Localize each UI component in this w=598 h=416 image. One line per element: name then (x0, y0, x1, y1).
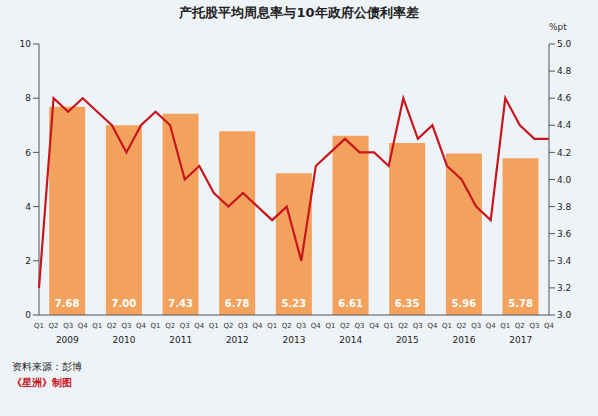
svg-text:2015: 2015 (396, 335, 419, 345)
svg-text:4.8: 4.8 (557, 66, 572, 76)
svg-text:Q1: Q1 (34, 322, 44, 330)
svg-text:Q4: Q4 (194, 322, 205, 330)
svg-text:3.8: 3.8 (557, 202, 572, 212)
svg-text:5.96: 5.96 (452, 298, 477, 309)
svg-text:Q1: Q1 (92, 322, 102, 330)
svg-text:Q3: Q3 (471, 322, 481, 330)
html-text:产托股平均周息率与10年政府公债利率差: 产托股平均周息率与10年政府公债利率差 (179, 5, 419, 20)
svg-text:4: 4 (25, 202, 31, 212)
svg-text:0: 0 (25, 310, 31, 320)
svg-text:7.68: 7.68 (55, 298, 80, 309)
svg-text:8: 8 (25, 93, 31, 103)
svg-text:Q4: Q4 (311, 322, 322, 330)
svg-text:Q4: Q4 (544, 322, 555, 330)
svg-text:Q3: Q3 (529, 322, 539, 330)
svg-text:Q4: Q4 (78, 322, 89, 330)
svg-text:4.4: 4.4 (557, 120, 572, 130)
svg-text:Q2: Q2 (49, 322, 59, 330)
svg-text:4.6: 4.6 (557, 93, 572, 103)
svg-text:7.00: 7.00 (112, 298, 137, 309)
svg-text:Q4: Q4 (427, 322, 438, 330)
svg-text:2014: 2014 (339, 335, 362, 345)
svg-text:Q4: Q4 (486, 322, 497, 330)
svg-text:Q1: Q1 (384, 322, 394, 330)
svg-text:Q3: Q3 (296, 322, 306, 330)
svg-text:Q2: Q2 (398, 322, 408, 330)
svg-text:Q3: Q3 (355, 322, 365, 330)
svg-text:Q1: Q1 (442, 322, 452, 330)
svg-text:Q1: Q1 (267, 322, 277, 330)
svg-text:Q3: Q3 (413, 322, 423, 330)
html-text:资料来源：彭博: 资料来源：彭博 (12, 361, 82, 372)
html-text:%pt: %pt (549, 22, 567, 32)
svg-text:2016: 2016 (453, 335, 476, 345)
svg-text:5.23: 5.23 (282, 298, 307, 309)
svg-text:Q3: Q3 (180, 322, 190, 330)
svg-text:2012: 2012 (226, 335, 249, 345)
svg-text:6.35: 6.35 (395, 298, 420, 309)
svg-text:Q3: Q3 (238, 322, 248, 330)
svg-text:Q3: Q3 (121, 322, 131, 330)
svg-text:Q2: Q2 (165, 322, 175, 330)
svg-text:3.2: 3.2 (557, 283, 571, 293)
svg-text:7.43: 7.43 (168, 298, 193, 309)
svg-text:Q1: Q1 (209, 322, 219, 330)
svg-text:3.0: 3.0 (557, 310, 572, 320)
svg-text:10: 10 (20, 39, 32, 49)
svg-text:4.0: 4.0 (557, 175, 572, 185)
svg-text:Q4: Q4 (253, 322, 264, 330)
svg-text:2: 2 (25, 256, 31, 266)
html-text:《星洲》制图: 《星洲》制图 (12, 377, 72, 388)
svg-text:2010: 2010 (113, 335, 136, 345)
svg-text:5.0: 5.0 (557, 39, 572, 49)
svg-text:Q2: Q2 (457, 322, 467, 330)
svg-text:Q2: Q2 (340, 322, 350, 330)
svg-text:Q2: Q2 (107, 322, 117, 330)
svg-text:6: 6 (25, 148, 31, 158)
svg-text:Q3: Q3 (63, 322, 73, 330)
svg-text:5.78: 5.78 (508, 298, 533, 309)
svg-text:Q4: Q4 (369, 322, 380, 330)
svg-text:Q2: Q2 (223, 322, 233, 330)
svg-text:4.2: 4.2 (557, 148, 571, 158)
svg-text:Q2: Q2 (282, 322, 292, 330)
svg-text:Q1: Q1 (151, 322, 161, 330)
svg-text:Q1: Q1 (325, 322, 335, 330)
svg-text:Q4: Q4 (136, 322, 147, 330)
svg-text:Q1: Q1 (500, 322, 510, 330)
svg-text:3.6: 3.6 (557, 229, 572, 239)
svg-text:3.4: 3.4 (557, 256, 572, 266)
svg-text:2017: 2017 (509, 335, 532, 345)
svg-text:6.78: 6.78 (225, 298, 250, 309)
svg-text:2013: 2013 (283, 335, 306, 345)
svg-text:2009: 2009 (56, 335, 79, 345)
svg-text:Q2: Q2 (515, 322, 525, 330)
svg-text:2011: 2011 (169, 335, 192, 345)
svg-text:6.61: 6.61 (338, 298, 363, 309)
